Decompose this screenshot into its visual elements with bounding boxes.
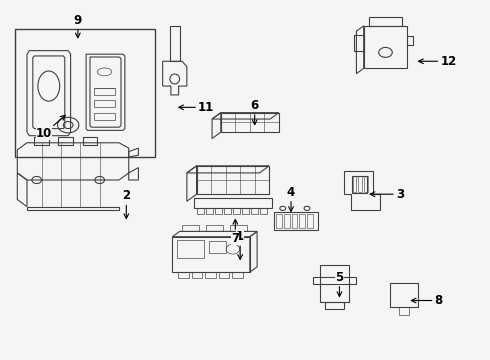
Bar [391, 283, 418, 307]
Text: 12: 12 [418, 55, 457, 68]
Text: 5: 5 [335, 271, 343, 297]
Bar [206, 208, 213, 214]
Bar [209, 241, 225, 253]
Bar [194, 198, 271, 208]
Bar [299, 214, 305, 228]
Bar [205, 272, 216, 278]
Bar [177, 240, 204, 258]
Text: 10: 10 [36, 115, 65, 140]
Bar [242, 208, 249, 214]
Bar [284, 214, 290, 228]
Bar [94, 100, 115, 107]
Text: 11: 11 [179, 101, 214, 114]
Bar [58, 138, 73, 145]
Text: 9: 9 [74, 14, 82, 38]
Bar [292, 214, 297, 228]
Bar [352, 176, 356, 192]
Bar [15, 30, 155, 157]
Bar [364, 26, 407, 68]
Bar [192, 272, 202, 278]
Text: 1: 1 [236, 230, 244, 259]
Bar [276, 214, 282, 228]
Bar [219, 272, 229, 278]
Bar [196, 166, 269, 194]
Text: 6: 6 [250, 99, 259, 125]
Bar [358, 176, 362, 192]
Bar [251, 208, 258, 214]
Bar [307, 214, 313, 228]
Bar [260, 208, 267, 214]
Bar [233, 208, 240, 214]
Bar [83, 138, 97, 145]
Bar [94, 113, 115, 120]
Bar [206, 225, 223, 231]
Bar [232, 272, 243, 278]
Bar [34, 138, 49, 145]
Text: 8: 8 [411, 294, 443, 307]
Text: 2: 2 [122, 189, 130, 219]
Bar [94, 88, 115, 95]
Bar [364, 176, 368, 192]
Bar [170, 26, 180, 61]
Bar [224, 208, 231, 214]
Text: 4: 4 [287, 186, 295, 211]
Bar [182, 225, 199, 231]
Bar [196, 208, 204, 214]
Bar [320, 265, 349, 302]
Bar [398, 307, 409, 315]
Bar [221, 113, 279, 132]
Text: 3: 3 [370, 188, 404, 201]
Bar [313, 278, 356, 284]
Bar [274, 212, 318, 230]
Text: 7: 7 [231, 220, 240, 245]
Bar [178, 272, 189, 278]
Bar [230, 225, 247, 231]
Bar [215, 208, 222, 214]
